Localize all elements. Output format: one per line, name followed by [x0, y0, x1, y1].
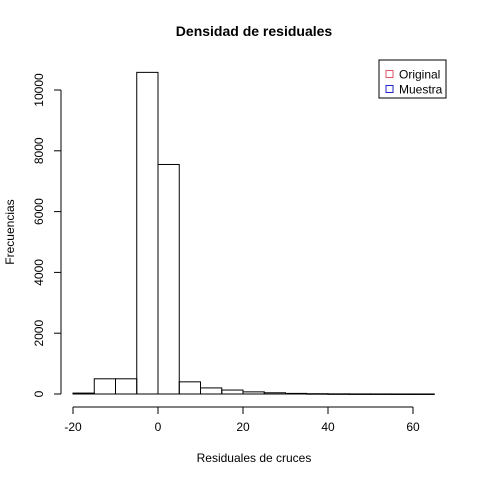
histogram-bar	[178, 381, 201, 395]
histogram-bar	[93, 378, 116, 395]
histogram-bar	[412, 393, 435, 395]
chart-title: Densidad de residuales	[176, 23, 333, 39]
histogram-bar	[242, 391, 265, 395]
y-axis: 0 2000 4000 6000 8000 10000	[32, 73, 62, 397]
legend-label: Original	[399, 68, 440, 82]
y-axis-label: Frecuencias	[3, 199, 17, 264]
histogram-bar	[327, 393, 350, 395]
histogram-bar	[391, 393, 414, 395]
x-tick-label: 20	[236, 420, 250, 434]
x-axis: -20 0 20 40 60	[64, 406, 420, 434]
histogram-bar	[285, 392, 308, 395]
y-tick-label: 8000	[32, 137, 46, 164]
x-tick-label: 40	[321, 420, 335, 434]
legend-label: Muestra	[399, 83, 443, 97]
histogram-bars	[72, 71, 435, 395]
y-tick-label: 4000	[32, 259, 46, 286]
y-tick-label: 0	[32, 390, 46, 397]
legend-box	[378, 59, 447, 99]
histogram-bar	[221, 389, 244, 395]
histogram-bar	[157, 163, 180, 395]
x-tick-label: 60	[406, 420, 420, 434]
y-tick-label: 10000	[32, 73, 46, 107]
histogram-bar	[348, 393, 371, 395]
legend-swatch	[385, 70, 394, 78]
histogram-bar	[200, 387, 223, 395]
x-tick-label: 0	[155, 420, 162, 434]
legend-swatch	[385, 85, 394, 93]
histogram-bar	[263, 392, 286, 395]
y-tick-label: 6000	[32, 198, 46, 225]
histogram-bar	[72, 392, 95, 395]
x-tick-label: -20	[64, 420, 82, 434]
histogram-bar	[306, 393, 329, 395]
histogram-bar	[370, 393, 393, 395]
y-tick-label: 2000	[32, 320, 46, 347]
x-axis-label: Residuales de cruces	[197, 451, 312, 465]
histogram-bar	[115, 378, 138, 395]
histogram-bar	[136, 71, 159, 395]
